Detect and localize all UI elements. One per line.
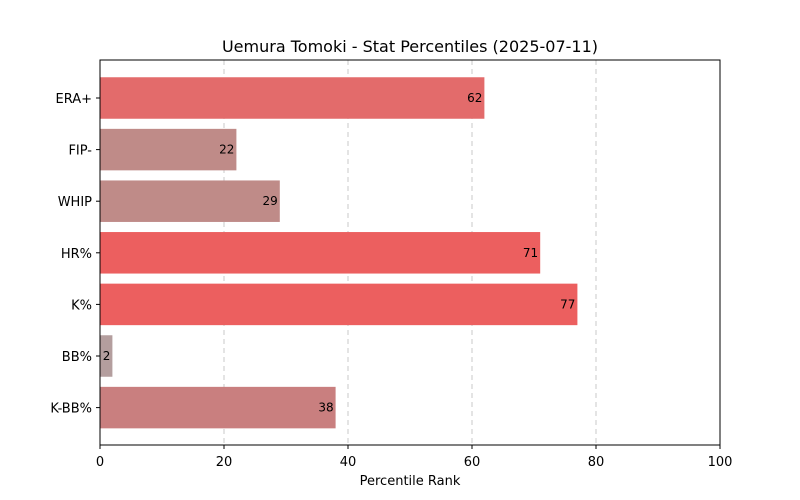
chart-title: Uemura Tomoki - Stat Percentiles (2025-0… — [222, 37, 598, 56]
x-tick-label: 40 — [340, 455, 357, 470]
bar-data-label: 38 — [318, 401, 333, 415]
x-tick-label: 80 — [588, 455, 605, 470]
bar-data-label: 71 — [523, 246, 538, 260]
x-tick-label: 60 — [464, 455, 481, 470]
y-tick-label: FIP- — [68, 144, 92, 159]
x-tick-label: 100 — [708, 455, 733, 470]
y-tick-label: WHIP — [58, 195, 92, 210]
y-tick-label: BB% — [62, 350, 92, 365]
bar — [100, 77, 485, 119]
bar — [100, 283, 578, 326]
bar — [100, 335, 113, 377]
y-axis-ticks: ERA+ FIP- WHIP HR% K% BB% K-BB% — [50, 92, 100, 417]
bar-data-label: 22 — [219, 143, 234, 157]
bar — [100, 128, 237, 171]
bar-data-label: 77 — [560, 297, 575, 311]
bar-data-label: 2 — [103, 349, 111, 363]
bar-data-label: 62 — [467, 91, 482, 105]
x-tick-label: 0 — [96, 455, 104, 470]
y-tick-label: K% — [71, 298, 92, 313]
bar — [100, 386, 336, 429]
y-tick-label: ERA+ — [55, 92, 92, 107]
x-axis-ticks: 0 20 40 60 80 100 — [96, 445, 733, 470]
y-tick-label: HR% — [61, 247, 92, 262]
bar — [100, 180, 280, 222]
bar — [100, 232, 541, 274]
x-tick-label: 20 — [216, 455, 233, 470]
y-tick-label: K-BB% — [50, 402, 92, 417]
x-axis-label: Percentile Rank — [360, 474, 461, 489]
bars: 62 22 29 71 77 2 38 — [100, 77, 578, 429]
bar-data-label: 29 — [263, 194, 278, 208]
